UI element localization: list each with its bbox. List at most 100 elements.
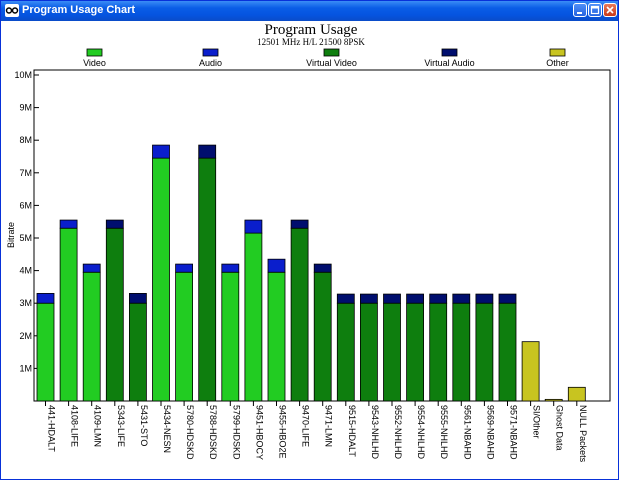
y-tick-label: 1M xyxy=(19,363,32,373)
bar-segment-base-5780-hdskd[interactable] xyxy=(175,271,194,402)
x-tick-label: 4108-LIFE xyxy=(70,405,80,447)
bar-segment-top-9554-nhlhd[interactable] xyxy=(406,293,425,304)
bar-segment-top-5799-hdskd[interactable] xyxy=(221,263,240,273)
x-axis-labels: 441-HDALT 4108-LIFE 4109-LMN 5343-LIFE 5431-… xyxy=(45,401,588,463)
bar-segment-top-5780-hdskd[interactable] xyxy=(175,263,194,273)
x-tick-label: 5434-NESN xyxy=(162,405,172,453)
bar-segment-top-9569-nbahd[interactable] xyxy=(475,293,494,304)
chart-legend: Video Audio Virtual Video Virtual Audio Othe… xyxy=(83,48,569,68)
legend-swatch-video xyxy=(86,48,103,57)
bar-segment-top-9515-hdalt[interactable] xyxy=(336,293,355,304)
x-tick-label: 4109-LMN xyxy=(93,405,103,447)
title-bar[interactable]: Program Usage Chart xyxy=(1,1,618,21)
bar-segment-base-9554-nhlhd[interactable] xyxy=(406,302,425,402)
x-tick-label: 9455-HBO2E xyxy=(278,405,288,459)
bar-segment-base-5788-hdskd[interactable] xyxy=(198,157,217,402)
bar-segment-top-5343-life[interactable] xyxy=(105,219,124,229)
bar-segment-base-5799-hdskd[interactable] xyxy=(221,271,240,402)
bar-segment-base-null-packets[interactable] xyxy=(567,386,586,402)
legend-swatch-other xyxy=(549,48,566,57)
close-icon xyxy=(606,6,614,14)
bar-segment-base-4109-lmn[interactable] xyxy=(82,271,101,402)
bar-segment-base-9571-nbahd[interactable] xyxy=(498,302,517,402)
bar-segment-top-9552-nhlhd[interactable] xyxy=(383,293,401,304)
close-button[interactable] xyxy=(603,3,617,17)
chart-subtitle: 12501 MHz H/L 21500 8PSK xyxy=(257,37,365,47)
bar-segment-base-9569-nbahd[interactable] xyxy=(475,302,494,402)
minimize-icon xyxy=(577,12,582,14)
legend-swatch-virtual-audio xyxy=(441,48,458,57)
bar-segment-base-9455-hbo2e[interactable] xyxy=(267,271,286,402)
bar-segment-base-9515-hdalt[interactable] xyxy=(336,302,355,402)
bar-segment-top-4109-lmn[interactable] xyxy=(82,263,101,273)
bar-segment-top-9455-hbo2e[interactable] xyxy=(267,258,286,273)
program-usage-chart: Program Usage 12501 MHz H/L 21500 8PSK V… xyxy=(6,22,611,463)
window-title: Program Usage Chart xyxy=(22,4,136,16)
bar-segment-base-5434-nesn[interactable] xyxy=(152,157,170,402)
bar-segment-top-4108-life[interactable] xyxy=(59,219,78,229)
x-tick-label: SI/Other xyxy=(532,405,542,439)
x-tick-label: 9569-NBAHD xyxy=(485,405,495,460)
bar-segment-top-9561-nbahd[interactable] xyxy=(452,293,471,304)
legend-label: Virtual Audio xyxy=(424,58,474,68)
x-tick-label: 5788-HDSKD xyxy=(208,405,218,460)
chart-area: Program Usage 12501 MHz H/L 21500 8PSK V… xyxy=(4,21,615,477)
x-tick-label: NULL Packets xyxy=(578,405,588,463)
x-tick-label: 5799-HDSKD xyxy=(231,405,241,460)
bar-segment-top-9543-nhlhd[interactable] xyxy=(359,293,378,304)
x-tick-label: 5343-LIFE xyxy=(116,405,126,447)
bar-segment-top-441-hdalt[interactable] xyxy=(36,293,55,304)
y-tick-label: 10M xyxy=(14,70,32,80)
x-tick-label: 9555-NHLHD xyxy=(439,405,449,460)
x-tick-label: 9471-LMN xyxy=(324,405,334,447)
x-tick-label: 5780-HDSKD xyxy=(185,405,195,460)
chart-title: Program Usage xyxy=(265,22,358,38)
bar-segment-base-441-hdalt[interactable] xyxy=(36,302,55,402)
x-tick-label: 9571-NBAHD xyxy=(509,405,519,460)
bar-segment-base-9555-nhlhd[interactable] xyxy=(429,302,448,402)
x-tick-label: 9561-NBAHD xyxy=(462,405,472,460)
bar-segment-base-9561-nbahd[interactable] xyxy=(452,302,471,402)
legend-label: Audio xyxy=(199,58,222,68)
bar-segment-top-9451-hbocy[interactable] xyxy=(244,219,263,234)
y-axis: 1M 2M 3M 4M 5M 6M 7M 8M 9M 10M xyxy=(14,70,39,373)
bar-segment-top-5431-sto[interactable] xyxy=(129,293,147,304)
x-tick-label: 9515-HDALT xyxy=(347,405,357,457)
x-tick-label: 9552-NHLHD xyxy=(393,405,403,460)
bar-segment-base-5431-sto[interactable] xyxy=(129,302,147,402)
bar-segment-top-9555-nhlhd[interactable] xyxy=(429,293,448,304)
y-tick-label: 3M xyxy=(19,298,32,308)
bar-segment-base-ghost-data[interactable] xyxy=(544,398,563,402)
legend-label: Other xyxy=(546,58,569,68)
x-tick-label: 441-HDALT xyxy=(47,405,57,452)
bar-segment-base-5343-life[interactable] xyxy=(105,227,124,402)
bar-segment-top-9571-nbahd[interactable] xyxy=(498,293,517,304)
y-axis-label: Bitrate xyxy=(6,222,16,248)
minimize-button[interactable] xyxy=(573,3,587,17)
y-tick-label: 4M xyxy=(19,266,32,276)
bar-segment-base-si-other[interactable] xyxy=(521,341,540,402)
legend-label: Virtual Video xyxy=(306,58,357,68)
bar-segment-top-9470-life[interactable] xyxy=(290,219,309,229)
x-tick-label: Ghost Data xyxy=(555,405,565,451)
x-tick-label: 9543-NHLHD xyxy=(370,405,380,460)
x-tick-label: 9470-LIFE xyxy=(301,405,311,447)
bar-segment-top-5434-nesn[interactable] xyxy=(152,144,170,159)
maximize-button[interactable] xyxy=(588,3,602,17)
x-tick-label: 9451-HBOCY xyxy=(254,405,264,460)
bar-segment-base-9470-life[interactable] xyxy=(290,227,309,402)
y-tick-label: 5M xyxy=(19,233,32,243)
bar-series xyxy=(36,144,586,402)
bar-segment-base-4108-life[interactable] xyxy=(59,227,78,402)
bar-segment-top-9471-lmn[interactable] xyxy=(313,263,332,273)
bar-segment-base-9471-lmn[interactable] xyxy=(313,271,332,402)
bar-segment-top-5788-hdskd[interactable] xyxy=(198,144,217,159)
bar-segment-base-9451-hbocy[interactable] xyxy=(244,232,263,402)
y-tick-label: 9M xyxy=(19,103,32,113)
y-tick-label: 7M xyxy=(19,168,32,178)
bar-segment-base-9543-nhlhd[interactable] xyxy=(359,302,378,402)
y-tick-label: 8M xyxy=(19,135,32,145)
y-tick-label: 6M xyxy=(19,200,32,210)
bar-segment-base-9552-nhlhd[interactable] xyxy=(383,302,401,402)
